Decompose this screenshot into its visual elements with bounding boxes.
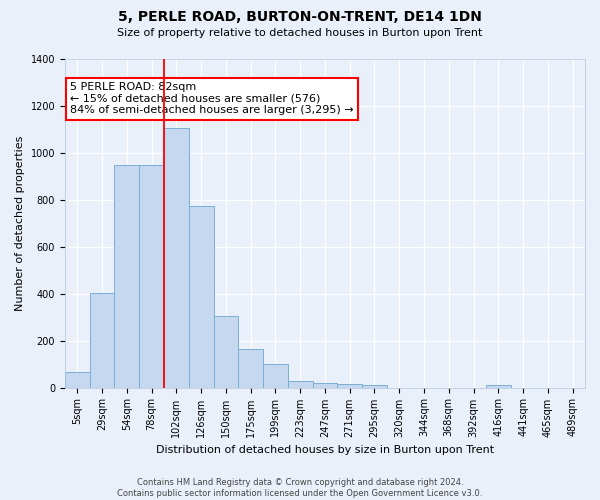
Bar [238, 349, 263, 388]
Bar [65, 372, 89, 388]
Text: Size of property relative to detached houses in Burton upon Trent: Size of property relative to detached ho… [118, 28, 482, 38]
Bar [263, 364, 288, 388]
Text: 5 PERLE ROAD: 82sqm
← 15% of detached houses are smaller (576)
84% of semi-detac: 5 PERLE ROAD: 82sqm ← 15% of detached ho… [70, 82, 354, 115]
Bar [89, 292, 115, 388]
Bar [486, 385, 511, 388]
Text: Contains HM Land Registry data © Crown copyright and database right 2024.
Contai: Contains HM Land Registry data © Crown c… [118, 478, 482, 498]
Bar [288, 380, 313, 388]
Bar [189, 206, 214, 388]
Bar [362, 385, 387, 388]
Text: 5, PERLE ROAD, BURTON-ON-TRENT, DE14 1DN: 5, PERLE ROAD, BURTON-ON-TRENT, DE14 1DN [118, 10, 482, 24]
Bar [115, 164, 139, 388]
Bar [337, 384, 362, 388]
Y-axis label: Number of detached properties: Number of detached properties [15, 136, 25, 311]
Bar [214, 316, 238, 388]
Bar [139, 164, 164, 388]
X-axis label: Distribution of detached houses by size in Burton upon Trent: Distribution of detached houses by size … [156, 445, 494, 455]
Bar [313, 383, 337, 388]
Bar [164, 128, 189, 388]
